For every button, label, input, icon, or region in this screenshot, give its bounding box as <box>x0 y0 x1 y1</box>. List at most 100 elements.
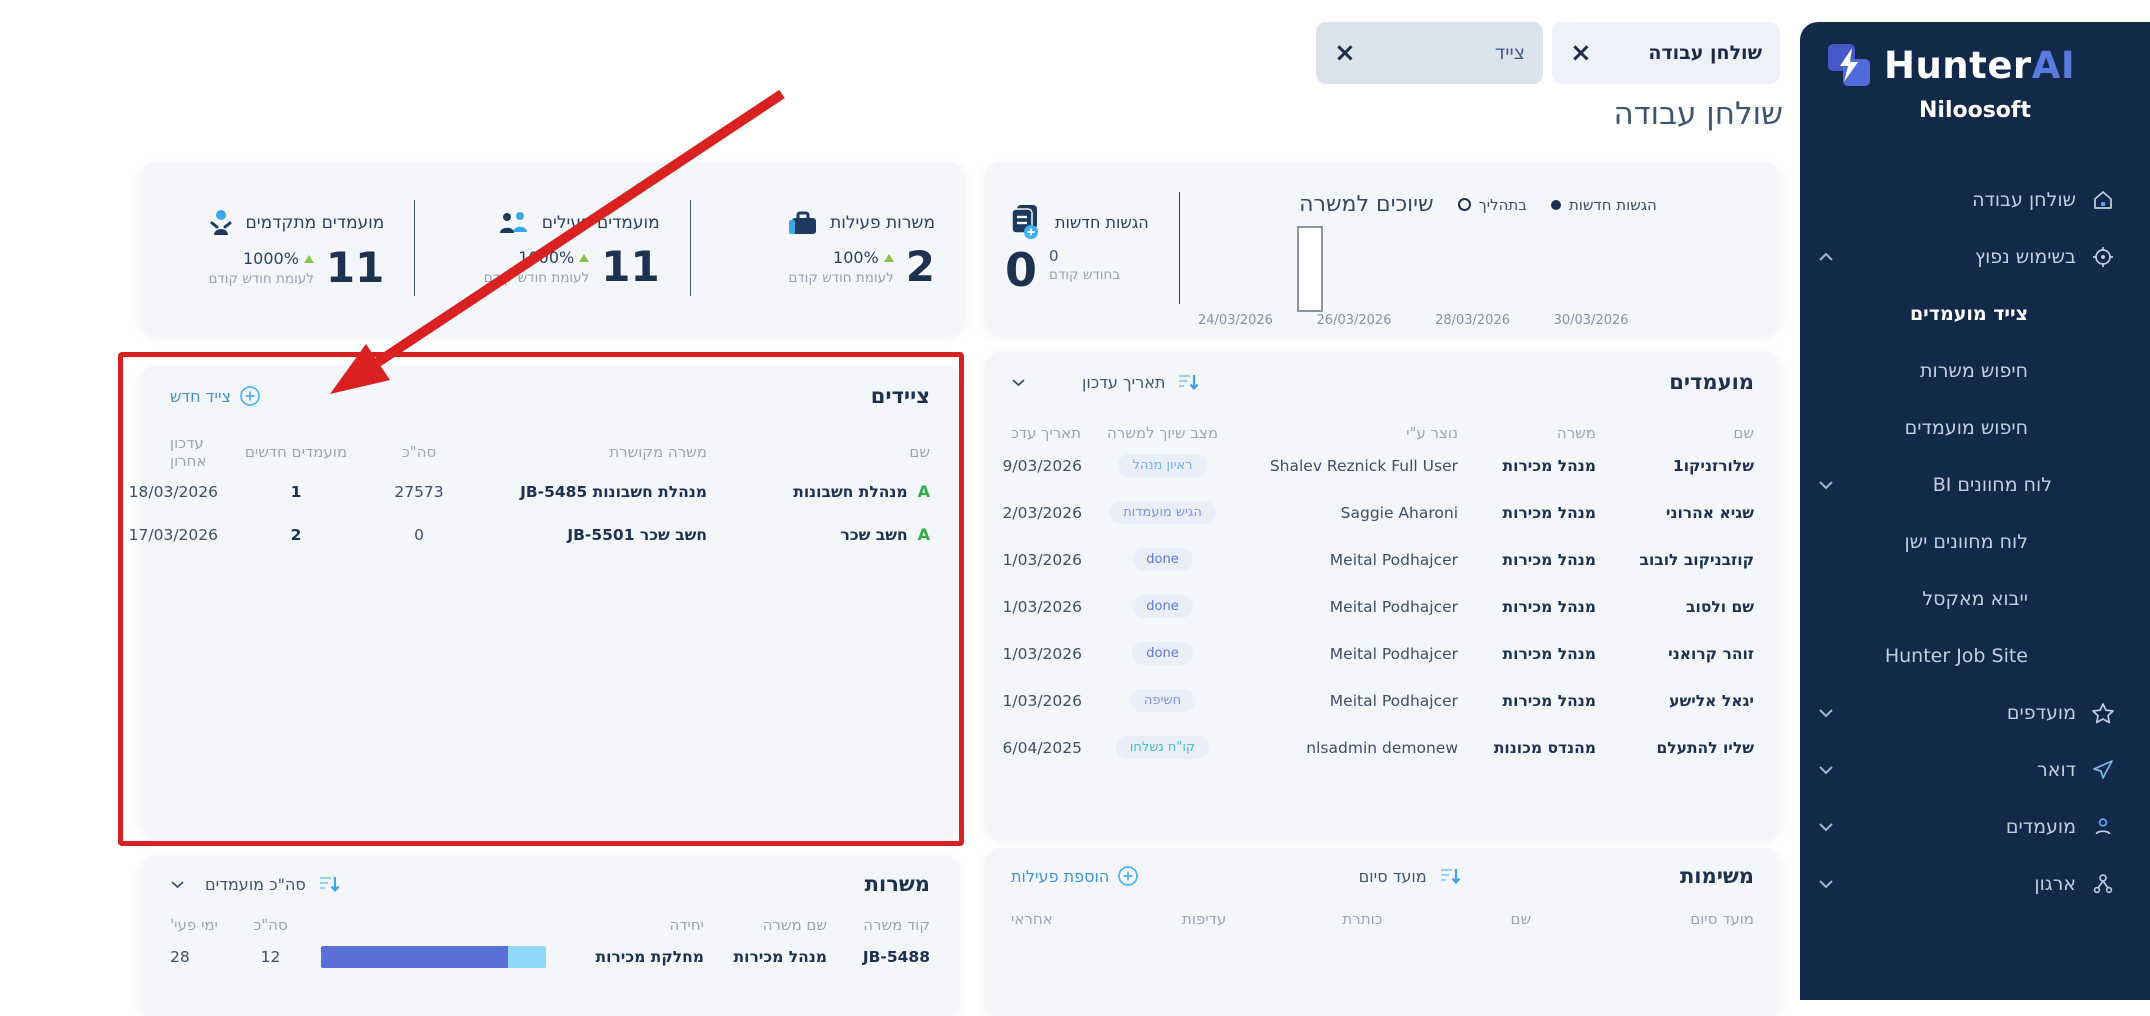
position[interactable]: מנהל מכירות <box>1502 644 1596 663</box>
last-update-date: 18/03/2026 <box>128 482 218 501</box>
linked-position[interactable]: חשב שכר JB-5501 <box>567 525 707 544</box>
sidebar-item-bi-dashboard[interactable]: לוח מחוונים BI <box>1800 456 2150 513</box>
sidebar-item-hunter-job-site[interactable]: Hunter Job Site <box>1884 644 2028 667</box>
table-row[interactable]: שם ולסוב מנהל מכירות Meital Podhajcer do… <box>1003 583 1754 630</box>
chevron-down-icon[interactable] <box>1818 708 1834 718</box>
new-submissions-value: 0 <box>1005 243 1038 297</box>
target-icon <box>2090 244 2116 270</box>
trend-up-icon <box>883 253 894 262</box>
legend-new-submissions: הגשות חדשות <box>1550 196 1657 214</box>
tasks-sort[interactable]: מועד סיום <box>1359 865 1461 887</box>
position-name[interactable]: מנהל מכירות <box>733 948 827 966</box>
candidate-name[interactable]: זוהר קרואני <box>1668 644 1754 663</box>
position[interactable]: מנהל מכירות <box>1502 503 1596 522</box>
table-row[interactable]: A חשב שכר חשב שכר JB-5501 0 2 17/03/2026 <box>129 513 930 556</box>
table-row[interactable]: שליו להתעלם מהנדס מכונות nlsadmin demone… <box>1003 724 1754 771</box>
app-logo: HunterAI <box>1800 22 2150 88</box>
avatar: A <box>917 482 930 501</box>
candidate-name[interactable]: קוזבניקוב לובוב <box>1639 550 1755 569</box>
sidebar-item-job-search[interactable]: חיפוש משרות <box>1920 359 2028 382</box>
created-by: Saggie Aharoni <box>1340 503 1458 522</box>
assignments-chart: הגשות חדשות בתהליך שיוכים למשרה 24/03/20… <box>1186 162 1770 334</box>
sidebar-item-dashboard[interactable]: שולחן עבודה <box>1800 171 2150 228</box>
legend-in-process: בתהליך <box>1457 196 1527 214</box>
sidebar-item-candidates[interactable]: מועמדים <box>1800 798 2150 855</box>
axis-tick-label: 30/03/2026 <box>1553 313 1629 328</box>
stat-advanced-candidates: מועמדים מתקדמים 11 1000% לעומת חודש קודם <box>140 207 414 289</box>
add-activity-button[interactable]: הוספת פעילות <box>1011 865 1139 887</box>
candidates-title: מועמדים <box>1669 370 1754 394</box>
chevron-down-icon[interactable] <box>1818 765 1834 775</box>
chevron-down-icon[interactable] <box>1011 378 1026 387</box>
chevron-down-icon[interactable] <box>1818 822 1834 832</box>
candidate-name[interactable]: שם ולסוב <box>1686 597 1754 616</box>
stat-active-positions: משרות פעילות 2 100% לעומת חודש קודם <box>691 208 965 288</box>
tasks-title: משימות <box>1679 864 1754 888</box>
sidebar-item-candidate-search[interactable]: חיפוש מועמדים <box>1904 416 2028 439</box>
table-row[interactable]: שלורזניקו1 מנהל מכירות Shalev Reznick Fu… <box>1003 442 1754 489</box>
organization-icon <box>2090 871 2116 897</box>
close-icon[interactable]: × <box>1334 38 1356 68</box>
chart-plot: 24/03/2026 26/03/2026 28/03/2026 30/03/2026 <box>1198 222 1750 334</box>
sort-icon <box>316 873 340 895</box>
hunter-name[interactable]: מנהלת חשבונות <box>793 482 908 501</box>
sidebar-item-frequently-used[interactable]: בשימוש נפוץ <box>1800 228 2150 285</box>
new-candidates-count: 1 <box>290 482 302 501</box>
tab-hunter[interactable]: צייד × <box>1316 22 1543 84</box>
sidebar-item-organization[interactable]: ארגון <box>1800 855 2150 912</box>
stats-card: משרות פעילות 2 100% לעומת חודש קודם מועמ… <box>140 162 965 334</box>
sidebar-nav: שולחן עבודה בשימוש נפוץ צייד מועמדים חיפ… <box>1800 171 2150 912</box>
status-badge: קו"ח נשלחו <box>1115 736 1210 759</box>
linked-position[interactable]: מנהלת חשבונות JB-5485 <box>520 482 707 501</box>
update-date: 1/03/2026 <box>1002 644 1082 663</box>
chevron-down-icon[interactable] <box>1818 480 1834 490</box>
candidate-name[interactable]: שלורזניקו1 <box>1672 456 1754 475</box>
position[interactable]: מנהל מכירות <box>1502 691 1596 710</box>
sidebar-item-favorites[interactable]: מועדפים <box>1800 684 2150 741</box>
chevron-down-icon[interactable] <box>170 880 185 889</box>
position[interactable]: מנהל מכירות <box>1502 550 1596 569</box>
table-row[interactable]: יגאל אלישע מנהל מכירות Meital Podhajcer … <box>1003 677 1754 724</box>
position-code[interactable]: JB-5488 <box>862 948 930 966</box>
sidebar-item-candidate-hunter[interactable]: צייד מועמדים <box>1909 302 2028 325</box>
new-hunter-button[interactable]: צייד חדש <box>170 385 261 407</box>
position[interactable]: מהנדס מכונות <box>1493 738 1596 757</box>
status-badge: done <box>1132 548 1193 571</box>
candidates-sort[interactable]: תאריך עדכון <box>1011 371 1199 393</box>
chevron-up-icon[interactable] <box>1818 252 1834 262</box>
position[interactable]: מנהל מכירות <box>1502 456 1596 475</box>
close-icon[interactable]: × <box>1570 38 1592 68</box>
table-row[interactable]: JB-5488 מנהל מכירות מחלקת מכירות 12 28 <box>170 934 930 980</box>
sidebar-item-old-dashboard[interactable]: לוח מחוונים ישן <box>1904 530 2029 553</box>
candidate-name[interactable]: יגאל אלישע <box>1669 691 1754 710</box>
hunter-name[interactable]: חשב שכר <box>840 525 908 544</box>
candidate-name[interactable]: שליו להתעלם <box>1656 738 1754 757</box>
axis-tick-label: 28/03/2026 <box>1435 313 1510 328</box>
positions-title: משרות <box>864 872 930 896</box>
avatar: A <box>917 525 930 544</box>
new-submissions-counter: הגשות חדשות 0 0 בחודש קודם <box>995 203 1173 293</box>
send-icon <box>2090 757 2116 783</box>
hunters-card: ציידים צייד חדש שם משרה מקושרת סה"כ מועמ… <box>129 366 960 836</box>
new-candidates-count: 2 <box>290 525 302 544</box>
table-row[interactable]: A מנהלת חשבונות מנהלת חשבונות JB-5485 27… <box>129 470 930 513</box>
previous-month-value: 0 <box>1049 247 1059 265</box>
candidate-name[interactable]: שגיא אהרוני <box>1665 503 1754 522</box>
status-badge: done <box>1132 595 1193 618</box>
filled-dot-icon <box>1550 199 1561 210</box>
positions-sort[interactable]: סה"כ מועמדים <box>170 873 340 895</box>
position[interactable]: מנהל מכירות <box>1502 597 1596 616</box>
person-raised-icon <box>206 207 236 239</box>
table-row[interactable]: שגיא אהרוני מנהל מכירות Saggie Aharoni ה… <box>1003 489 1754 536</box>
sidebar-item-mail[interactable]: דואר <box>1800 741 2150 798</box>
update-date: 1/03/2026 <box>1002 550 1082 569</box>
tab-dashboard[interactable]: שולחן עבודה × <box>1552 22 1780 84</box>
chevron-down-icon[interactable] <box>1818 879 1834 889</box>
table-row[interactable]: קוזבניקוב לובוב מנהל מכירות Meital Podha… <box>1003 536 1755 583</box>
chart-bar[interactable] <box>1297 226 1324 312</box>
table-row[interactable]: זוהר קרואני מנהל מכירות Meital Podhajcer… <box>1003 630 1754 677</box>
tasks-card: משימות מועד סיום הוספת פעילות <box>985 848 1780 1016</box>
status-badge: הגיש מועמדות <box>1109 501 1216 524</box>
candidates-card: מועמדים תאריך עדכון שם משרה נוצר ע"י מצב… <box>985 352 1780 838</box>
sidebar-item-excel-import[interactable]: ייבוא מאקסל <box>1922 587 2028 610</box>
